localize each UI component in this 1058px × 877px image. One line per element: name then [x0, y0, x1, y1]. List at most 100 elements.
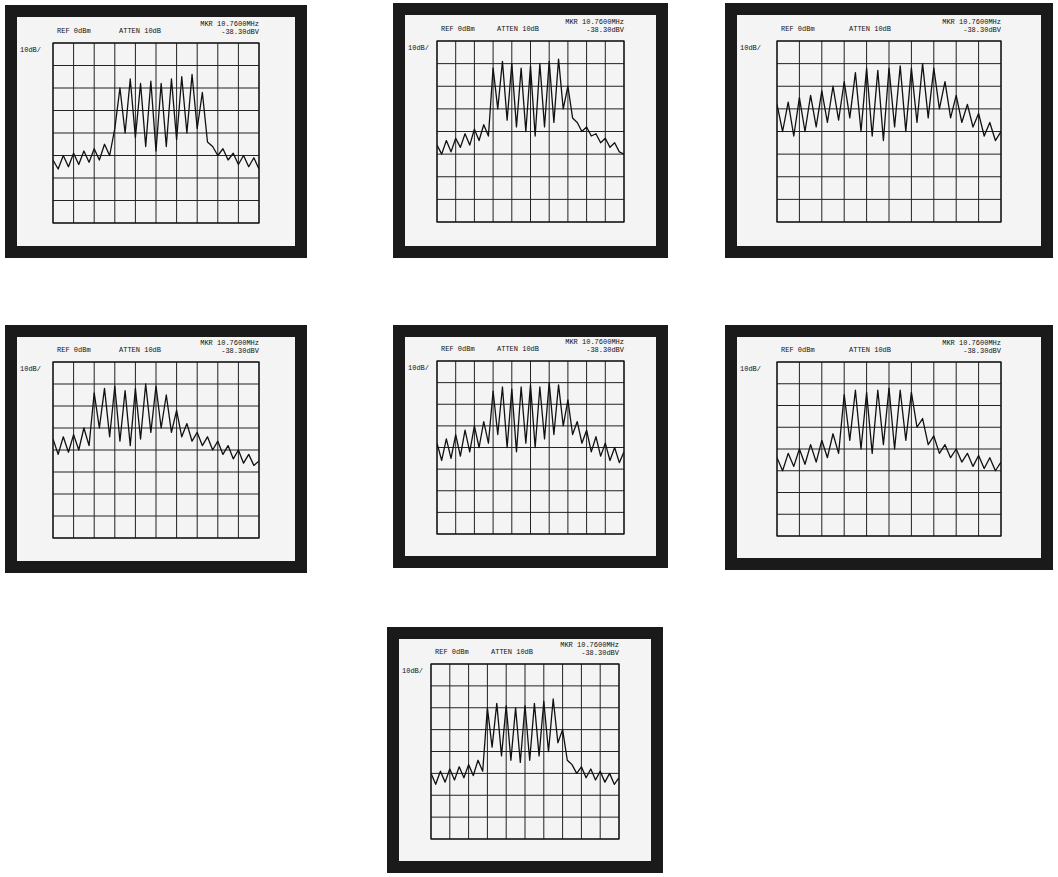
screen-annotation: REF 0dBm: [435, 648, 469, 656]
screen-annotation: ATTEN 10dB: [497, 345, 539, 353]
spectrum-trace: [777, 388, 1001, 471]
screen-annotation: MKR 10.7600MHz: [942, 18, 1001, 26]
spectrum-panel: REF 0dBmATTEN 10dBMKR 10.7600MHz-38.30dB…: [725, 3, 1053, 258]
grid-line: [53, 516, 259, 517]
screen: [737, 337, 1041, 558]
screen-annotation: 10dB/: [20, 365, 41, 373]
panel-frame: [393, 3, 668, 258]
grid-line: [777, 427, 1001, 428]
grid-line: [53, 155, 259, 156]
plot-frame: [437, 361, 624, 534]
screen-annotation: 10dB/: [408, 44, 429, 52]
trace-group: [777, 64, 1001, 141]
spectrum-trace: [431, 699, 619, 784]
plot-frame: [777, 362, 1001, 536]
grid-line: [777, 449, 1001, 450]
panel-frame: [725, 325, 1053, 570]
screen-annotation: 10dB/: [408, 364, 429, 372]
screen-annotation: -38.30dBV: [221, 28, 260, 36]
grid-line: [777, 176, 1001, 177]
grid-line: [53, 472, 259, 473]
grid-line: [53, 110, 259, 111]
screen-annotation: -38.30dBV: [221, 347, 260, 355]
screen-annotation: -38.30dBV: [586, 346, 625, 354]
grid-line: [437, 154, 624, 155]
grid-line: [53, 494, 259, 495]
grid-line: [53, 384, 259, 385]
plot-frame: [53, 362, 259, 538]
panel-frame: [387, 627, 663, 873]
panel-frame: [5, 5, 307, 258]
screen-annotation: REF 0dBm: [441, 345, 475, 353]
screen-annotation: -38.30dBV: [586, 26, 625, 34]
grid-line: [431, 795, 619, 796]
screen-annotation: -38.30dBV: [963, 26, 1002, 34]
grid-line: [431, 817, 619, 818]
grid-line: [53, 88, 259, 89]
grid-line: [437, 131, 624, 132]
grid-line: [437, 108, 624, 109]
grid-line: [437, 447, 624, 448]
screen-annotation: ATTEN 10dB: [497, 25, 539, 33]
spectrum-trace: [53, 75, 259, 170]
screen: [737, 15, 1041, 246]
grid-line: [53, 178, 259, 179]
grid-line: [437, 490, 624, 491]
screen: [17, 337, 295, 561]
grid-line: [437, 382, 624, 383]
screen-annotation: REF 0dBm: [781, 346, 815, 354]
screen: [405, 337, 656, 556]
trace-group: [53, 75, 259, 170]
grid-line: [777, 86, 1001, 87]
screen: [17, 17, 295, 246]
grid-line: [777, 470, 1001, 471]
plot-frame: [431, 664, 619, 839]
plot-frame: [437, 41, 624, 222]
grid-line: [437, 404, 624, 405]
screen-annotation: -38.30dBV: [963, 347, 1002, 355]
grid-line: [437, 512, 624, 513]
grid-line: [53, 200, 259, 201]
grid-line: [437, 63, 624, 64]
panel-frame: [725, 3, 1053, 258]
screen-annotation: MKR 10.7600MHz: [565, 18, 624, 26]
spectrum-panel: REF 0dBmATTEN 10dBMKR 10.7600MHz-38.30dB…: [393, 3, 668, 258]
spectrum-panel: REF 0dBm ATTEN 10dB MKR 10.7600MHz-38.30dB…: [5, 325, 307, 573]
trace-group: [777, 388, 1001, 471]
screen-annotation: MKR 10.7600MHz: [560, 641, 619, 649]
screen-annotation: MKR 10.7600MHz: [942, 339, 1001, 347]
panel-frame: [5, 325, 307, 573]
screen-annotation: REF 0dBm: [57, 27, 91, 35]
spectrum-panel: REF 0dBmATTEN 10dBMKR 10.7600MHz-38.30dB…: [387, 627, 663, 873]
figure: REF 0dBmATTEN 10dBMKR 10.7600MHz-38.30dB…: [0, 0, 1058, 877]
grid-line: [777, 405, 1001, 406]
screen-annotation: ATTEN 10dB: [491, 648, 533, 656]
grid-line: [53, 133, 259, 134]
trace-group: [53, 384, 259, 465]
grid-line: [431, 685, 619, 686]
grid-line: [53, 65, 259, 66]
grid-line: [53, 450, 259, 451]
grid-line: [437, 469, 624, 470]
trace-group: [437, 59, 624, 154]
grid-line: [53, 406, 259, 407]
screen-annotation: MKR 10.7600MHz: [565, 338, 624, 346]
grid-line: [777, 108, 1001, 109]
grid-line: [777, 383, 1001, 384]
grid-line: [437, 176, 624, 177]
grid-line: [431, 729, 619, 730]
screen-annotation: MKR 10.7600MHz: [200, 339, 259, 347]
screen-annotation: ATTEN 10dB: [849, 346, 891, 354]
plot-frame: [777, 41, 1001, 222]
spectrum-trace: [53, 384, 259, 465]
screen-annotation: 10dB/: [740, 365, 761, 373]
screen-annotation: REF 0dBm: [781, 25, 815, 33]
spectrum-trace: [437, 383, 624, 463]
screen-annotation: ATTEN 10dB: [119, 27, 161, 35]
grid-line: [777, 63, 1001, 64]
screen-annotation: REF 0dBm: [57, 346, 91, 354]
grid-line: [431, 773, 619, 774]
screen-annotation: ATTEN 10dB: [119, 346, 161, 354]
spectrum-trace: [437, 59, 624, 154]
trace-group: [437, 383, 624, 463]
